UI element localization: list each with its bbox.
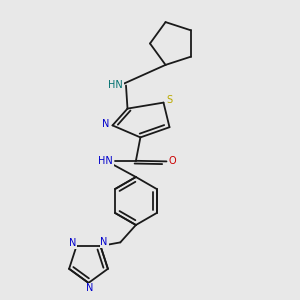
- Text: N: N: [86, 283, 93, 293]
- Text: S: S: [167, 95, 172, 105]
- Text: HN: HN: [108, 80, 123, 91]
- Text: N: N: [69, 238, 76, 248]
- Text: O: O: [169, 156, 176, 167]
- Text: N: N: [102, 119, 110, 129]
- Text: N: N: [100, 237, 108, 248]
- Text: HN: HN: [98, 156, 113, 166]
